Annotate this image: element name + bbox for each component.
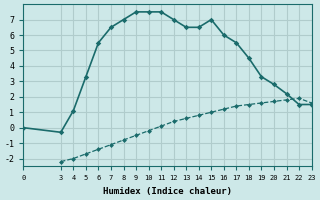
X-axis label: Humidex (Indice chaleur): Humidex (Indice chaleur): [103, 187, 232, 196]
